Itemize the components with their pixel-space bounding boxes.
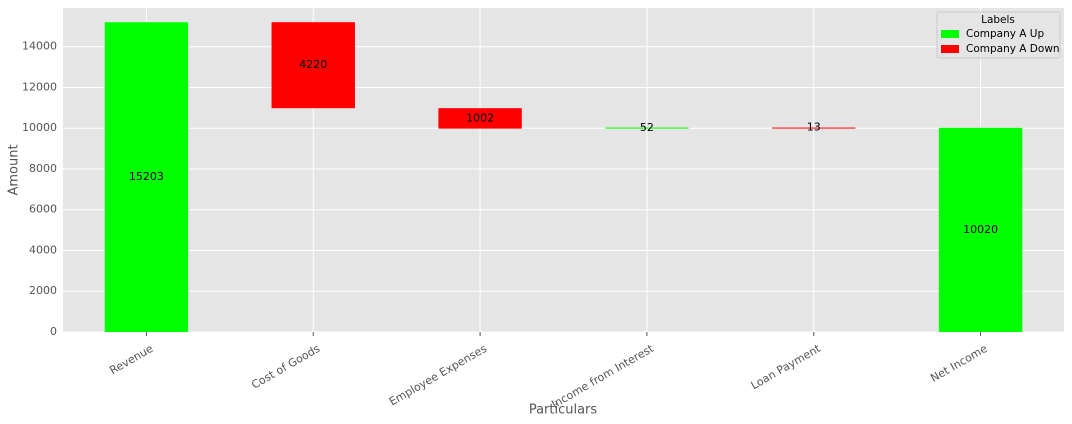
bar [271, 22, 355, 109]
data-label: 10020 [963, 223, 998, 236]
x-tick-label: Revenue [107, 342, 155, 377]
data-label: 1002 [466, 111, 494, 124]
x-tick-label: Income from Interest [549, 342, 656, 411]
x-tick-label: Loan Payment [749, 342, 824, 393]
x-axis-label: Particulars [529, 403, 598, 418]
data-label: 13 [807, 121, 821, 134]
legend-swatch [941, 30, 959, 38]
x-tick-label: Cost of Goods [249, 342, 322, 392]
y-tick-label: 6000 [29, 203, 57, 216]
legend-box [936, 11, 1061, 59]
legend-swatch [941, 45, 959, 53]
legend-label: Company A Down [966, 43, 1060, 55]
legend-label: Company A Up [966, 28, 1044, 40]
y-tick-label: 14000 [22, 40, 57, 53]
bar [605, 127, 689, 129]
x-tick-label: Employee Expenses [387, 342, 489, 409]
data-label: 15203 [129, 170, 164, 183]
data-label: 52 [640, 121, 654, 134]
bar [772, 127, 856, 129]
x-tick-label: Net Income [928, 342, 990, 385]
plot-area [63, 8, 1064, 332]
legend-title: Labels [981, 14, 1015, 26]
bar [104, 22, 189, 333]
y-tick-label: 8000 [29, 162, 57, 175]
y-tick-label: 12000 [22, 80, 57, 93]
data-label: 4220 [299, 58, 327, 71]
bar [938, 127, 1023, 332]
y-tick-label: 2000 [29, 284, 57, 297]
bar [438, 108, 522, 129]
y-tick-label: 10000 [22, 121, 57, 134]
y-axis-label: Amount [7, 144, 22, 195]
y-tick-label: 4000 [29, 243, 57, 256]
y-tick-label: 0 [50, 325, 57, 338]
